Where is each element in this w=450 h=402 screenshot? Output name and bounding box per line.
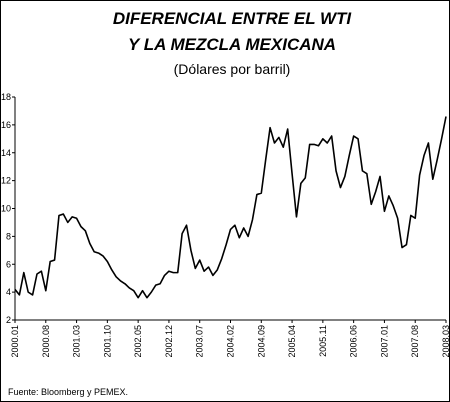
x-tick-label: 2005.11: [318, 325, 328, 357]
x-tick-label: 2001.10: [102, 325, 112, 358]
x-tick-label: 2003.07: [195, 325, 205, 358]
x-tick-label: 2004.02: [226, 325, 236, 358]
data-line: [14, 116, 447, 299]
x-tick-label: 2004.09: [256, 325, 266, 358]
x-tick-label: 2000.08: [41, 325, 51, 358]
chart-title: Y LA MEZCLA MEXICANA: [128, 35, 336, 54]
x-tick-label: 2007.01: [379, 325, 389, 358]
x-tick-label: 2000.01: [10, 325, 20, 358]
y-tick-label: 16: [1, 120, 11, 130]
y-tick-label: 18: [1, 92, 11, 102]
x-tick-label: 2002.05: [133, 325, 143, 358]
x-tick-label: 2006.06: [349, 325, 359, 358]
y-tick-label: 14: [1, 148, 11, 158]
chart-title: DIFERENCIAL ENTRE EL WTI: [113, 9, 353, 28]
y-tick-label: 2: [6, 315, 11, 325]
y-tick-label: 10: [1, 204, 11, 214]
y-tick-label: 12: [1, 176, 11, 186]
x-tick-label: 2007.08: [410, 325, 420, 358]
y-tick-label: 8: [6, 231, 11, 241]
x-tick-label: 2005.04: [287, 325, 297, 358]
x-tick-label: 2008.03: [441, 325, 450, 358]
x-tick-label: 2001.03: [72, 325, 82, 358]
y-tick-label: 4: [6, 287, 11, 297]
source-note: Fuente: Bloomberg y PEMEX.: [8, 387, 128, 397]
y-tick-label: 6: [6, 259, 11, 269]
x-tick-label: 2002.12: [164, 325, 174, 358]
chart-subtitle: (Dólares por barril): [174, 61, 291, 77]
